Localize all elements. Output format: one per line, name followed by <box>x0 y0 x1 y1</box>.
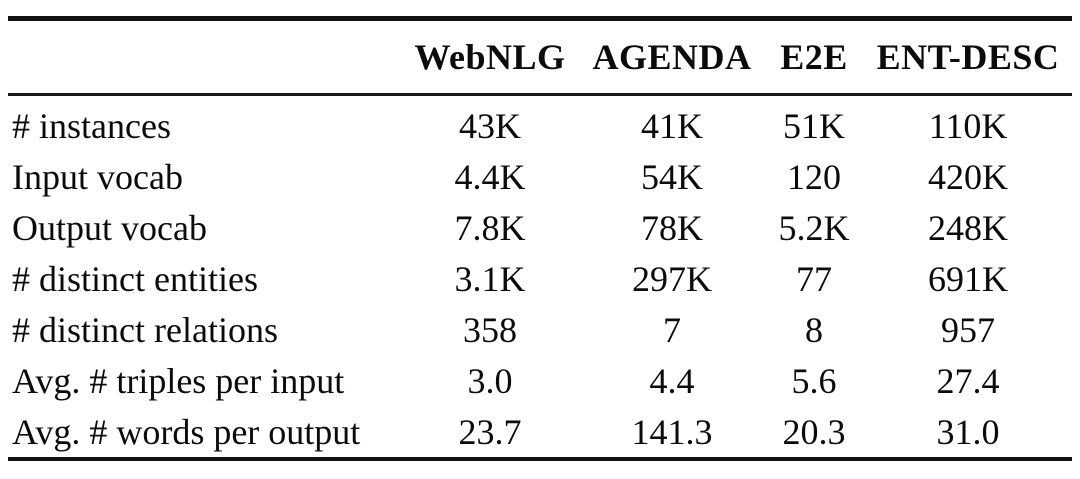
stat-cell: 51K <box>783 105 845 146</box>
stat-cell: 957 <box>941 309 995 350</box>
stat-cell: 4.4K <box>454 156 526 197</box>
table-row: Output vocab 7.8K 78K 5.2K 248K <box>8 202 1072 253</box>
row-label: # distinct entities <box>12 258 258 299</box>
stat-cell: 5.2K <box>778 207 850 248</box>
stat-cell: 20.3 <box>782 411 846 452</box>
row-label: Avg. # triples per input <box>12 360 345 401</box>
stat-cell: 31.0 <box>936 411 1000 452</box>
stat-cell: 7.8K <box>454 207 526 248</box>
column-header-e2e: E2E <box>764 18 864 96</box>
dataset-statistics-table: WebNLG AGENDA E2E ENT-DESC # instances 4… <box>8 16 1072 461</box>
stat-cell: 358 <box>463 309 517 350</box>
stat-cell: 4.4 <box>649 360 695 401</box>
table-row: Avg. # words per output 23.7 141.3 20.3 … <box>8 406 1072 459</box>
stat-cell: 3.0 <box>467 360 513 401</box>
stat-cell: 420K <box>928 156 1008 197</box>
stat-cell: 141.3 <box>631 411 713 452</box>
table-row: # distinct entities 3.1K 297K 77 691K <box>8 253 1072 304</box>
stat-cell: 78K <box>641 207 703 248</box>
stat-cell: 54K <box>641 156 703 197</box>
stat-cell: 77 <box>796 258 832 299</box>
column-header-ent-desc: ENT-DESC <box>864 18 1072 96</box>
stat-cell: 7 <box>663 309 681 350</box>
column-header-agenda: AGENDA <box>580 18 764 96</box>
stat-cell: 8 <box>805 309 823 350</box>
stat-cell: 27.4 <box>936 360 1000 401</box>
table-row: # instances 43K 41K 51K 110K <box>8 95 1072 152</box>
stat-cell: 5.6 <box>791 360 837 401</box>
row-label: # distinct relations <box>12 309 278 350</box>
stat-cell: 248K <box>928 207 1008 248</box>
stat-cell: 23.7 <box>458 411 522 452</box>
table-row: # distinct relations 358 7 8 957 <box>8 304 1072 355</box>
stat-cell: 3.1K <box>454 258 526 299</box>
column-header-webnlg: WebNLG <box>400 18 580 96</box>
table-row: Input vocab 4.4K 54K 120 420K <box>8 151 1072 202</box>
stat-cell: 297K <box>632 258 712 299</box>
row-label: Output vocab <box>12 207 207 248</box>
row-label: Avg. # words per output <box>12 411 361 452</box>
stat-cell: 110K <box>928 105 1008 146</box>
stat-cell: 120 <box>787 156 841 197</box>
header-row-label-spacer <box>8 18 400 96</box>
header-row: WebNLG AGENDA E2E ENT-DESC <box>8 18 1072 96</box>
stat-cell: 691K <box>928 258 1008 299</box>
stat-cell: 41K <box>641 105 703 146</box>
dataset-statistics-table-container: WebNLG AGENDA E2E ENT-DESC # instances 4… <box>8 16 1072 461</box>
stat-cell: 43K <box>459 105 521 146</box>
table-row: Avg. # triples per input 3.0 4.4 5.6 27.… <box>8 355 1072 406</box>
row-label: # instances <box>12 105 171 146</box>
row-label: Input vocab <box>12 156 183 197</box>
